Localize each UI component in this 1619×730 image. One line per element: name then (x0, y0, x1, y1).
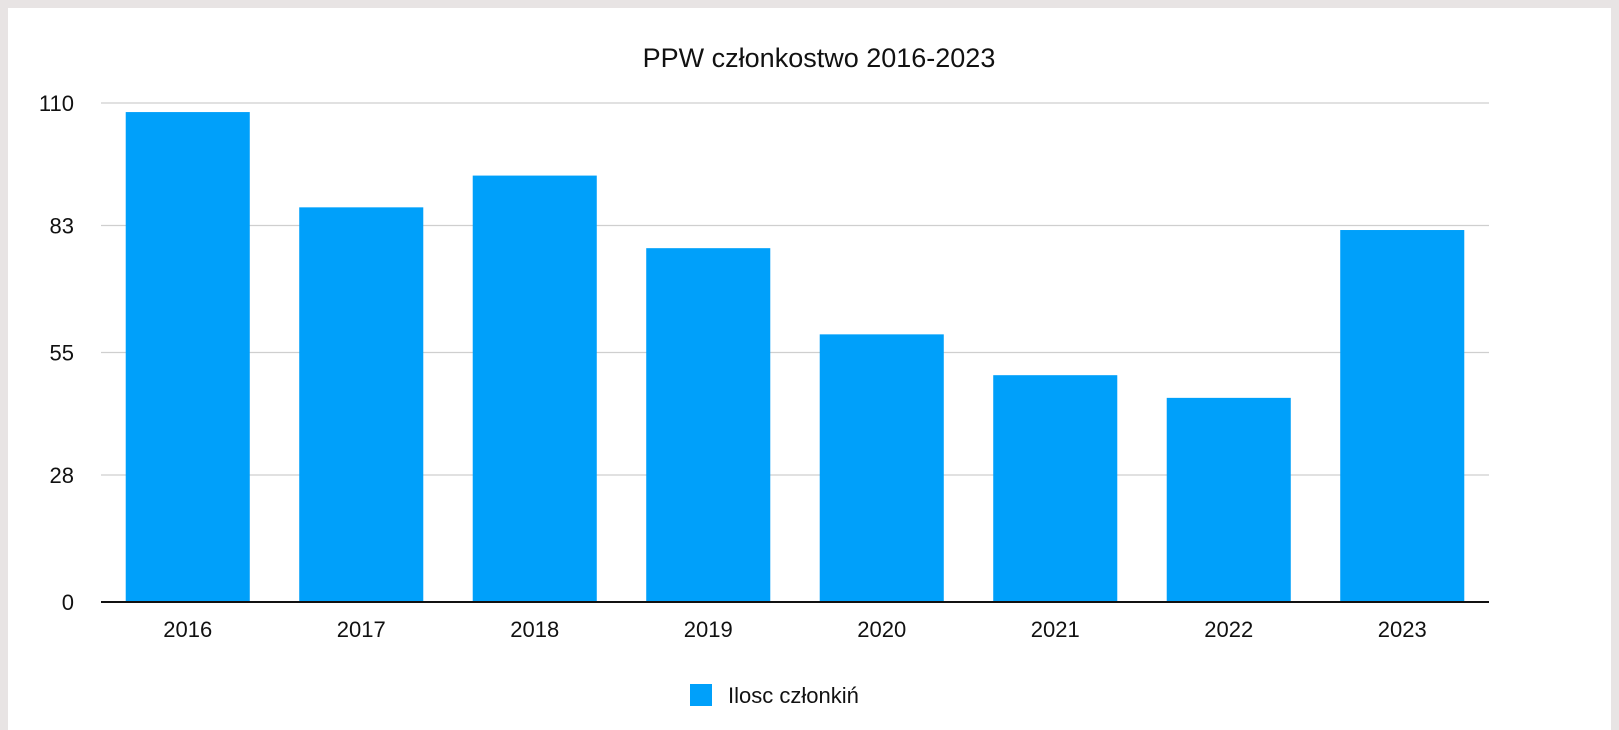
x-tick-label: 2018 (510, 617, 559, 642)
x-tick-label: 2020 (857, 617, 906, 642)
bars (125, 112, 1465, 602)
y-tick-label: 0 (62, 590, 74, 615)
y-tick-label: 110 (39, 91, 74, 116)
bar-2022 (1166, 397, 1291, 602)
bar-2020 (819, 334, 944, 602)
legend-swatch (690, 684, 712, 706)
bar-2021 (993, 375, 1118, 602)
y-tick-label: 55 (50, 341, 74, 366)
legend: Ilosc członkiń (690, 683, 859, 708)
x-tick-label: 2017 (337, 617, 386, 642)
bar-2019 (646, 248, 771, 602)
bar-chart: PPW członkostwo 2016-2023 0 28 55 83 110 201… (39, 43, 1489, 708)
x-tick-label: 2021 (1031, 617, 1080, 642)
bar-2023 (1340, 230, 1465, 602)
y-axis-ticks: 0 28 55 83 110 (39, 91, 74, 615)
x-axis-ticks: 2016 2017 2018 2019 2020 2021 2022 2023 (163, 617, 1426, 642)
bar-2018 (472, 175, 597, 602)
bar-2016 (125, 112, 250, 602)
chart-card: PPW członkostwo 2016-2023 0 28 55 83 110 201… (8, 8, 1611, 730)
bar-2017 (299, 207, 424, 602)
x-tick-label: 2023 (1378, 617, 1427, 642)
y-tick-label: 83 (50, 213, 74, 238)
legend-label: Ilosc członkiń (728, 683, 859, 708)
chart-title: PPW członkostwo 2016-2023 (643, 43, 996, 73)
x-tick-label: 2022 (1204, 617, 1253, 642)
y-tick-label: 28 (50, 463, 74, 488)
x-tick-label: 2019 (684, 617, 733, 642)
x-tick-label: 2016 (163, 617, 212, 642)
